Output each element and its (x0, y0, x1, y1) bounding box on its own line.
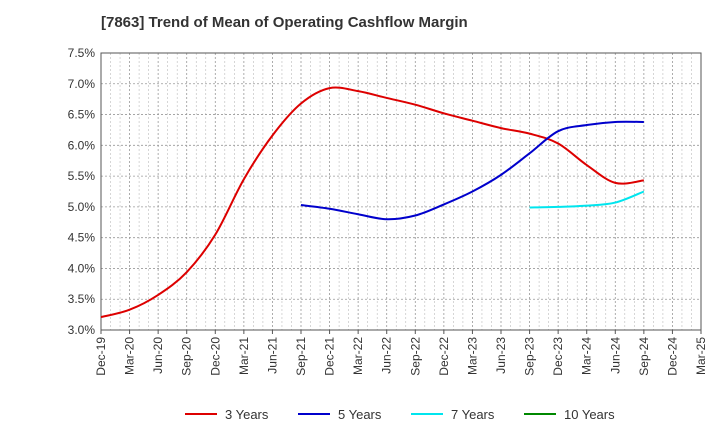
x-tick-label: Jun-23 (494, 337, 508, 374)
y-tick-label: 7.5% (68, 46, 96, 60)
y-tick-label: 3.0% (68, 323, 96, 337)
plot-area (101, 53, 701, 330)
series-line-7-years (529, 190, 645, 209)
x-tick-label: Jun-22 (380, 337, 394, 374)
x-tick-label: Dec-19 (94, 337, 108, 376)
x-tick-label: Mar-22 (351, 337, 365, 375)
y-tick-label: 4.5% (68, 231, 96, 245)
x-tick-label: Dec-24 (665, 337, 679, 376)
x-tick-label: Dec-22 (437, 337, 451, 376)
y-tick-label: 6.5% (68, 108, 96, 122)
plot-frame (100, 52, 702, 331)
x-tick-label: Mar-20 (123, 337, 137, 375)
x-tick-label: Sep-23 (523, 337, 537, 376)
x-tick-label: Mar-21 (237, 337, 251, 375)
x-tick-label: Jun-24 (608, 337, 622, 374)
series-line-5-years (300, 120, 644, 221)
y-tick-label: 6.0% (68, 138, 96, 152)
x-tick-label: Dec-21 (323, 337, 337, 376)
x-tick-label: Sep-20 (180, 337, 194, 376)
y-tick-label: 5.0% (68, 200, 96, 214)
x-tick-label: Mar-25 (694, 337, 708, 375)
x-tick-label: Dec-23 (551, 337, 565, 376)
legend-label-5-years: 5 Years (338, 407, 382, 422)
legend-label-3-years: 3 Years (225, 407, 269, 422)
x-tick-label: Sep-22 (408, 337, 422, 376)
x-tick-label: Jun-21 (265, 337, 279, 374)
legend-label-7-years: 7 Years (451, 407, 495, 422)
y-tick-label: 7.0% (68, 77, 96, 91)
chart-title: [7863] Trend of Mean of Operating Cashfl… (101, 14, 468, 31)
y-tick-label: 4.0% (68, 261, 96, 275)
y-tick-label: 5.5% (68, 169, 96, 183)
legend-label-10-years: 10 Years (564, 407, 615, 422)
series-line-3-years (100, 86, 644, 319)
x-tick-label: Sep-21 (294, 337, 308, 376)
x-tick-label: Dec-20 (208, 337, 222, 376)
x-tick-label: Sep-24 (637, 337, 651, 376)
x-tick-label: Mar-23 (465, 337, 479, 375)
y-tick-label: 3.5% (68, 292, 96, 306)
x-tick-label: Jun-20 (151, 337, 165, 374)
x-tick-label: Mar-24 (580, 337, 594, 375)
